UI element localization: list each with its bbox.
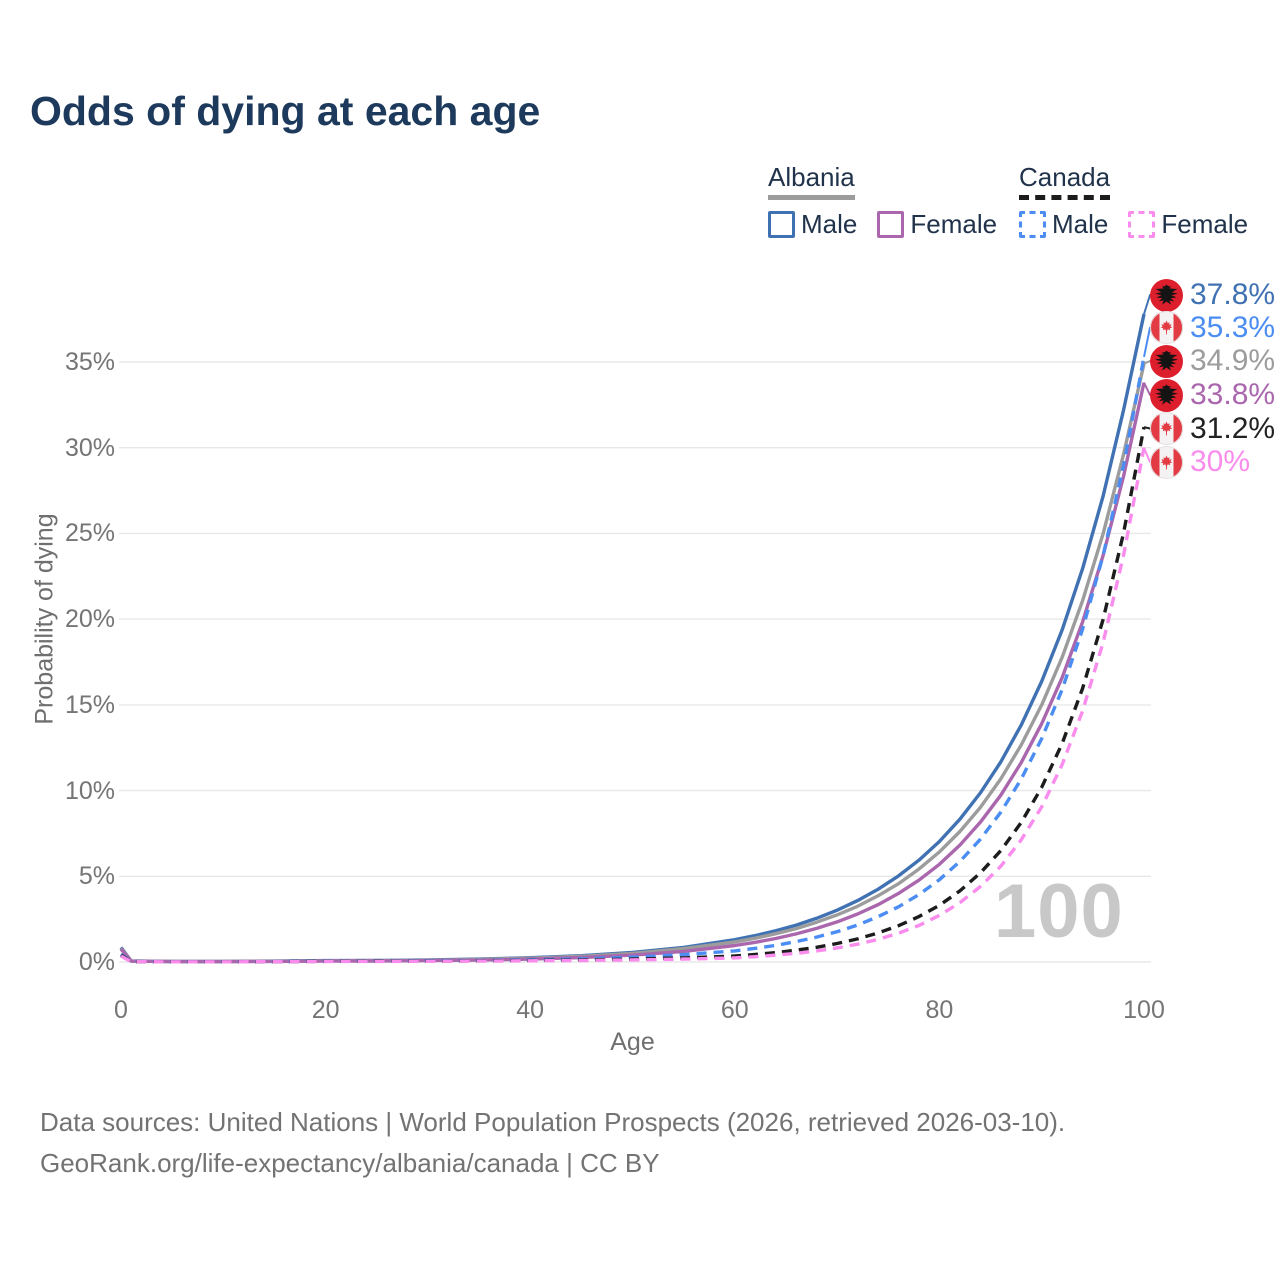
end-label-value: 34.9% — [1190, 344, 1276, 377]
end-label-albania-total: 34.9% — [1150, 344, 1275, 378]
y-axis-title: Probability of dying — [30, 513, 59, 725]
age-counter-watermark: 100 — [994, 869, 1124, 954]
legend-canada-female[interactable]: Female — [1128, 209, 1248, 240]
end-label-canada-total: 31.2% — [1150, 412, 1275, 446]
albania-female-swatch — [877, 211, 905, 238]
legend-canada-male[interactable]: Male — [1019, 209, 1108, 240]
albania-flag-icon — [1150, 378, 1183, 412]
x-tick-40: 40 — [516, 996, 545, 1024]
canada-flag-icon — [1150, 446, 1183, 479]
y-tick-30: 30% — [64, 433, 115, 462]
x-tick-0: 0 — [114, 996, 128, 1024]
chart-title: Odds of dying at each age — [30, 88, 541, 134]
legend-albania-label[interactable]: Albania — [768, 162, 855, 200]
x-tick-80: 80 — [925, 996, 954, 1024]
y-tick-25: 25% — [64, 519, 115, 548]
canada-flag-icon — [1150, 311, 1183, 344]
end-label-canada-female: 30% — [1150, 445, 1250, 479]
end-label-albania-female: 33.8% — [1150, 378, 1275, 412]
legend-albania-female[interactable]: Female — [877, 209, 997, 240]
footer-line-1: Data sources: United Nations | World Pop… — [40, 1107, 1066, 1137]
x-tick-60: 60 — [720, 996, 749, 1024]
x-tick-20: 20 — [311, 996, 340, 1024]
canada-female-swatch — [1128, 211, 1156, 238]
albania-flag-icon — [1150, 278, 1183, 312]
albania-flag-icon — [1150, 344, 1183, 378]
end-label-albania-male: 37.8% — [1150, 278, 1275, 312]
legend-canada-female-label: Female — [1161, 209, 1249, 239]
end-label-value: 33.8% — [1190, 378, 1276, 411]
end-label-value: 30% — [1190, 445, 1251, 478]
legend-canada-male-label: Male — [1052, 209, 1109, 239]
end-label-value: 37.8% — [1190, 278, 1276, 311]
end-label-canada-male: 35.3% — [1150, 311, 1275, 345]
y-tick-20: 20% — [64, 605, 115, 634]
canada-flag-icon — [1150, 412, 1183, 445]
y-tick-35: 35% — [64, 347, 115, 376]
legend-group-canada: Canada Male Female — [1019, 162, 1248, 240]
footer-line-2: GeoRank.org/life-expectancy/albania/cana… — [40, 1148, 660, 1178]
legend-group-albania: Albania Male Female — [768, 162, 997, 240]
legend-albania-male-label: Male — [801, 209, 858, 239]
x-axis-title: Age — [610, 1028, 655, 1056]
y-tick-0: 0% — [78, 948, 115, 976]
end-label-value: 35.3% — [1190, 310, 1276, 344]
y-tick-5: 5% — [78, 862, 115, 891]
legend-canada-label[interactable]: Canada — [1019, 162, 1111, 200]
albania-male-swatch — [768, 211, 795, 238]
end-label-value: 31.2% — [1190, 411, 1276, 445]
canada-male-swatch — [1019, 211, 1046, 238]
legend-albania-male[interactable]: Male — [768, 209, 857, 240]
legend-albania-female-label: Female — [910, 209, 998, 239]
x-tick-100: 100 — [1123, 996, 1165, 1024]
y-tick-15: 15% — [64, 690, 115, 719]
y-tick-10: 10% — [64, 776, 115, 805]
data-source-footer: Data sources: United Nations | World Pop… — [40, 1102, 1065, 1184]
